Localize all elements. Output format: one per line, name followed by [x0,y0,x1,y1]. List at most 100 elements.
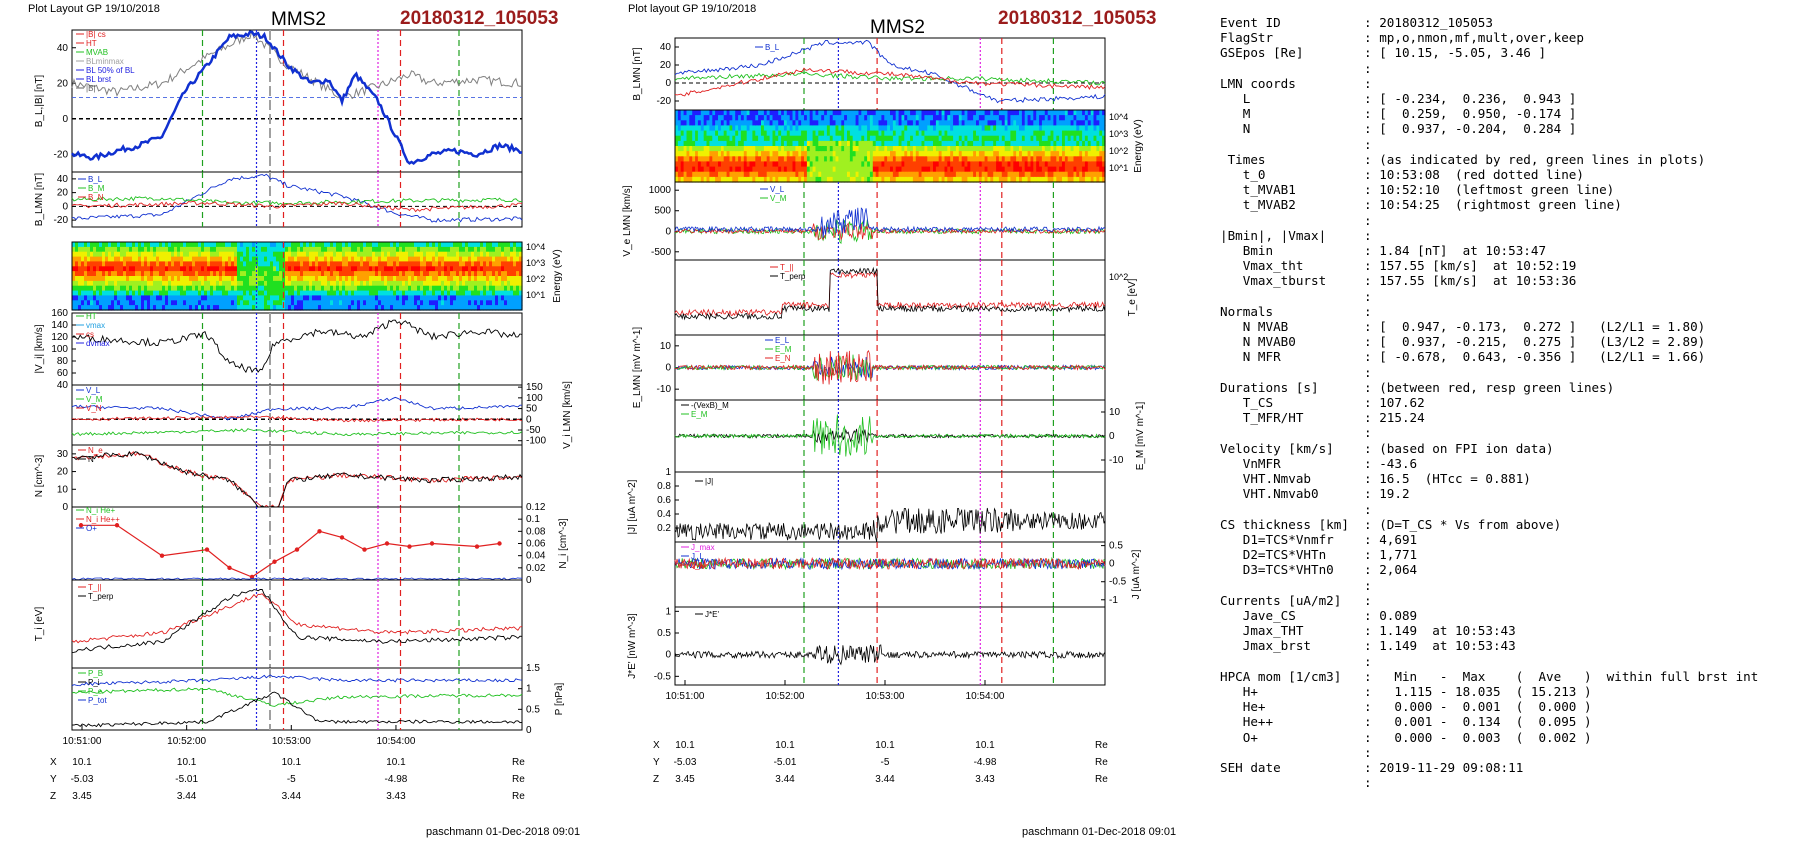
spectrogram-cell [297,305,301,311]
spectrogram-cell [1007,146,1011,152]
spectrogram-cell [486,295,490,301]
spectrogram-cell [738,110,742,116]
spectrogram-cell [312,280,316,287]
spectrogram-cell [692,115,696,121]
spectrogram-cell [973,151,977,157]
spectrogram-cell [1044,151,1049,157]
spectrogram-cell [138,266,142,272]
spectrogram-cell [795,125,799,132]
spectrogram-cell [198,305,202,311]
spectrogram-cell [924,125,928,132]
spectrogram-cell [135,256,139,263]
spectrogram-cell [234,256,238,263]
series-line [71,691,523,728]
spectrogram-cell [345,276,349,282]
spectrogram-cell [1087,120,1092,126]
spectrogram-cell [1082,151,1086,157]
spectrogram-cell [384,280,388,287]
spectrogram-cell [1010,120,1014,126]
spectrogram-cell [872,140,877,147]
spectrogram-cell [826,140,831,147]
spectrogram-cell [821,151,825,157]
spectrogram-cell [867,156,871,162]
spectrogram-cell [680,120,685,126]
spectrogram-cell [829,156,834,162]
spectrogram-cell [198,242,202,248]
spectrogram-cell [892,120,897,126]
spectrogram-cell [240,295,244,301]
spectrogram-cell [1062,146,1066,152]
spectrogram-cell [1087,161,1092,168]
spectrogram-cell [921,135,925,142]
spectrogram-cell [327,266,331,272]
spectrogram-cell [933,120,937,126]
series-line [674,414,1106,457]
spectrogram-cell [683,125,688,132]
spectrogram-cell [321,256,325,263]
spectrogram-cell [749,156,753,162]
spectrogram-cell [264,285,268,292]
spectrogram-cell [474,266,478,272]
spectrogram-cell [357,271,361,277]
spectrogram-cell [881,140,885,147]
spectrogram-cell [366,261,370,267]
spectrogram-cell [156,261,160,267]
spectrogram-cell [761,130,765,137]
spectrogram-cell [105,305,109,311]
spectrogram-cell [114,300,118,306]
spectrogram-cell [393,242,397,248]
spectrogram-cell [447,290,451,297]
spectrogram-cell [1087,151,1092,157]
spectrogram-cell [1039,161,1043,168]
spectrogram-cell [1019,166,1023,173]
spectrogram-cell [237,242,241,248]
spectrogram-cell [950,115,954,121]
spectrogram-cell [132,251,136,258]
spectrogram-cell [366,251,370,258]
spectrogram-cell [697,176,702,183]
spectrogram-cell [180,251,184,258]
spectrogram-cell [712,125,716,132]
spectrogram-cell [1053,115,1057,121]
spectrogram-cell [1079,156,1083,162]
spectrogram-cell [998,125,1003,132]
panel-frame [674,259,1106,336]
spectrogram-cell [849,115,854,121]
spectrogram-cell [435,256,439,263]
spectrogram-cell [695,156,699,162]
spectrogram-cell [129,276,133,282]
spectrogram-cell [758,125,762,132]
spectrogram-cell [468,276,472,282]
spectrogram-cell [927,120,931,126]
spectrogram-cell [915,125,920,132]
spectrogram-cell [450,251,454,258]
spectrogram-cell [399,242,403,248]
spectrogram-cell [1067,171,1072,178]
spectrogram-cell [924,120,928,126]
spectrogram-cell [700,125,705,132]
spectrogram-cell [192,285,196,292]
spectrogram-cell [330,271,334,277]
spectrogram-cell [324,300,328,306]
spectrogram-cell [399,276,403,282]
spectrogram-cell [778,115,782,121]
spectrogram-cell [303,246,307,253]
spectrogram-cell [246,276,250,282]
spectrogram-cell [495,295,499,301]
y-tick-label: 60 [57,368,69,379]
spectrogram-cell [890,130,894,137]
spectrogram-cell [387,305,391,311]
spectrogram-cell [369,280,373,287]
spectrogram-cell [102,246,106,253]
spectrogram-cell [189,256,193,263]
spectrogram-cell [890,166,894,173]
info-line: M : [ 0.259, 0.950, -0.174 ] [1220,106,1577,122]
spectrogram-cell [474,276,478,282]
spectrogram-cell [847,151,851,157]
spectrogram-cell [486,266,490,272]
spectrogram-cell [231,290,235,297]
spectrogram-cell [950,171,954,178]
spectrogram-cell [864,151,868,157]
spectrogram-cell [749,140,753,147]
spectrogram-cell [1073,125,1077,132]
